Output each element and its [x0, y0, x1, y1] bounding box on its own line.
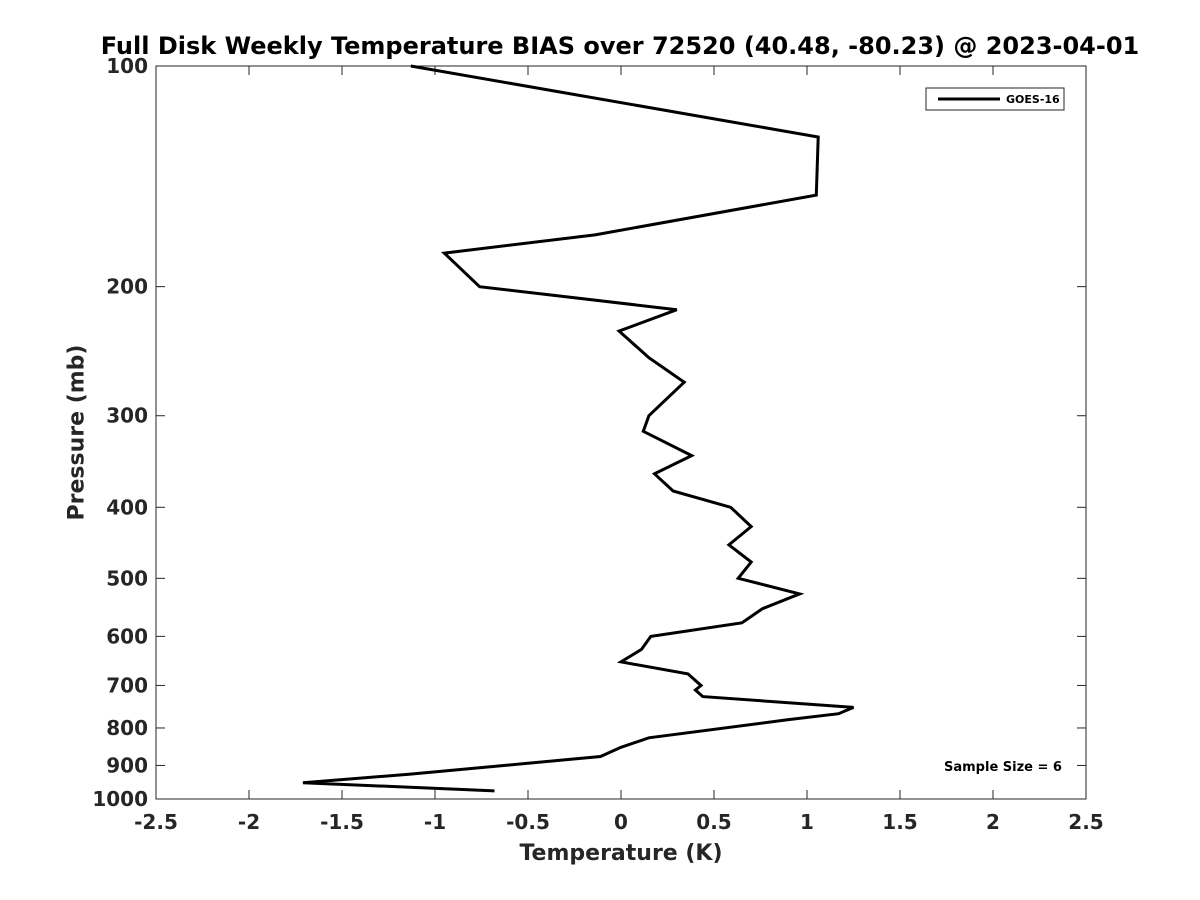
x-tick-label: -1: [424, 810, 446, 834]
chart-title: Full Disk Weekly Temperature BIAS over 7…: [101, 32, 1140, 60]
x-tick-label: 0: [614, 810, 628, 834]
x-axis-label: Temperature (K): [519, 841, 722, 866]
x-tick-label: 2: [986, 810, 1000, 834]
x-axis-ticks: -2.5 -2 -1.5 -1 -0.5 0 0.5 1 1.5 2 2.5: [134, 66, 1104, 834]
y-tick-label: 700: [106, 673, 148, 697]
series-line-goes-16: [302, 64, 855, 793]
legend: GOES-16: [925, 87, 1065, 111]
x-tick-label: -2.5: [134, 810, 178, 834]
y-tick-label: 400: [106, 495, 148, 519]
y-tick-label: 100: [106, 54, 148, 78]
y-tick-label: 200: [106, 275, 148, 299]
legend-entry-goes-16: GOES-16: [1006, 93, 1060, 106]
x-tick-label: -0.5: [506, 810, 550, 834]
plot-frame: [155, 65, 1087, 800]
x-tick-label: 2.5: [1068, 810, 1103, 834]
y-tick-label: 600: [106, 624, 148, 648]
series-layer: [302, 64, 855, 793]
sample-size-annotation: Sample Size = 6: [944, 760, 1062, 775]
y-axis-ticks: 100 200 300 400 500 600 700 800 900 1000: [92, 54, 1086, 811]
y-tick-label: 1000: [92, 787, 148, 811]
y-tick-label: 300: [106, 404, 148, 428]
x-tick-label: 1: [800, 810, 814, 834]
y-tick-label: 900: [106, 753, 148, 777]
x-tick-label: 0.5: [696, 810, 731, 834]
x-tick-label: -1.5: [320, 810, 364, 834]
y-tick-label: 500: [106, 566, 148, 590]
y-axis-label: Pressure (mb): [65, 345, 90, 521]
x-tick-label: -2: [238, 810, 260, 834]
y-tick-label: 800: [106, 716, 148, 740]
plot-axes: [155, 65, 1087, 800]
x-tick-label: 1.5: [882, 810, 917, 834]
